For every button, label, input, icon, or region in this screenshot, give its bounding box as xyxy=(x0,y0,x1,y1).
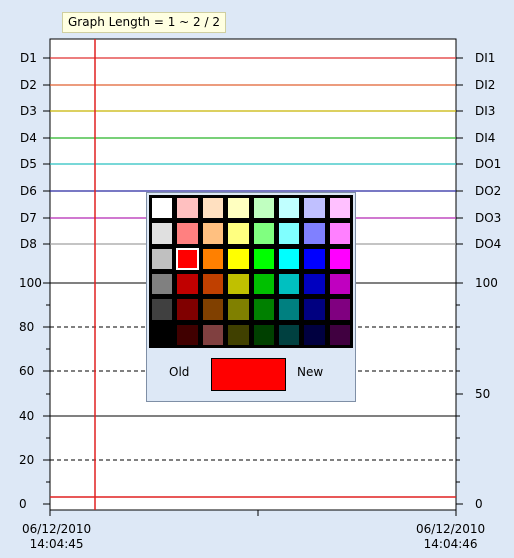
color-palette-popup[interactable]: Old New xyxy=(146,192,356,402)
color-swatch[interactable] xyxy=(278,197,300,219)
right-axis-label-0: 0 xyxy=(475,497,483,511)
color-swatch[interactable] xyxy=(202,324,224,346)
left-digital-label-d4: D4 xyxy=(20,131,37,145)
color-swatch[interactable] xyxy=(227,273,249,295)
color-swatch[interactable] xyxy=(303,273,325,295)
color-preview xyxy=(211,358,286,391)
color-swatch[interactable] xyxy=(329,222,351,244)
color-swatch-grid[interactable] xyxy=(149,195,353,348)
color-swatch[interactable] xyxy=(329,197,351,219)
color-swatch[interactable] xyxy=(151,298,173,320)
x-label-end-date: 06/12/2010 xyxy=(416,522,485,537)
color-swatch[interactable] xyxy=(253,298,275,320)
color-swatch[interactable] xyxy=(176,273,198,295)
color-swatch[interactable] xyxy=(227,197,249,219)
x-label-end-time: 14:04:46 xyxy=(416,537,485,552)
color-swatch[interactable] xyxy=(329,273,351,295)
color-swatch[interactable] xyxy=(303,324,325,346)
color-swatch[interactable] xyxy=(151,197,173,219)
left-digital-label-d1: D1 xyxy=(20,51,37,65)
color-swatch[interactable] xyxy=(303,222,325,244)
color-swatch[interactable] xyxy=(303,248,325,270)
color-swatch[interactable] xyxy=(329,248,351,270)
color-swatch[interactable] xyxy=(176,222,198,244)
right-digital-label-do3: DO3 xyxy=(475,211,501,225)
color-swatch[interactable] xyxy=(202,197,224,219)
color-swatch[interactable] xyxy=(202,298,224,320)
color-swatch[interactable] xyxy=(303,197,325,219)
right-digital-label-di4: DI4 xyxy=(475,131,495,145)
color-swatch[interactable] xyxy=(202,222,224,244)
right-digital-label-di1: DI1 xyxy=(475,51,495,65)
color-swatch[interactable] xyxy=(227,298,249,320)
color-swatch[interactable] xyxy=(253,248,275,270)
right-digital-label-do4: DO4 xyxy=(475,237,501,251)
color-swatch[interactable] xyxy=(253,324,275,346)
left-digital-label-d6: D6 xyxy=(20,184,37,198)
color-swatch[interactable] xyxy=(176,298,198,320)
x-label-start: 06/12/2010 14:04:45 xyxy=(22,522,91,552)
color-swatch[interactable] xyxy=(227,222,249,244)
color-swatch[interactable] xyxy=(151,248,173,270)
graph-length-label: Graph Length = 1 ~ 2 / 2 xyxy=(62,12,226,33)
x-label-start-time: 14:04:45 xyxy=(22,537,91,552)
left-digital-label-d3: D3 xyxy=(20,104,37,118)
color-swatch[interactable] xyxy=(278,298,300,320)
color-swatch[interactable] xyxy=(151,324,173,346)
color-swatch[interactable] xyxy=(227,324,249,346)
left-digital-label-d2: D2 xyxy=(20,78,37,92)
color-swatch[interactable] xyxy=(202,248,224,270)
left-axis-label-40: 40 xyxy=(19,409,34,423)
color-swatch[interactable] xyxy=(176,248,198,270)
x-label-end: 06/12/2010 14:04:46 xyxy=(416,522,485,552)
new-color-label: New xyxy=(297,365,323,379)
color-swatch[interactable] xyxy=(202,273,224,295)
left-axis-label-80: 80 xyxy=(19,320,34,334)
color-swatch[interactable] xyxy=(253,273,275,295)
left-digital-label-d5: D5 xyxy=(20,157,37,171)
left-axis-label-0: 0 xyxy=(19,497,27,511)
color-swatch[interactable] xyxy=(151,222,173,244)
right-digital-label-di3: DI3 xyxy=(475,104,495,118)
color-swatch[interactable] xyxy=(253,222,275,244)
right-digital-label-do2: DO2 xyxy=(475,184,501,198)
color-swatch[interactable] xyxy=(176,324,198,346)
color-swatch[interactable] xyxy=(278,222,300,244)
color-swatch[interactable] xyxy=(303,298,325,320)
right-digital-label-do1: DO1 xyxy=(475,157,501,171)
color-swatch[interactable] xyxy=(176,197,198,219)
color-swatch[interactable] xyxy=(278,248,300,270)
left-axis-label-20: 20 xyxy=(19,453,34,467)
right-axis-label-100: 100 xyxy=(475,276,498,290)
color-swatch[interactable] xyxy=(227,248,249,270)
left-digital-label-d7: D7 xyxy=(20,211,37,225)
color-swatch[interactable] xyxy=(329,324,351,346)
color-swatch[interactable] xyxy=(329,298,351,320)
left-digital-label-d8: D8 xyxy=(20,237,37,251)
right-axis-label-50: 50 xyxy=(475,387,490,401)
color-swatch[interactable] xyxy=(253,197,275,219)
color-swatch[interactable] xyxy=(151,273,173,295)
color-swatch[interactable] xyxy=(278,273,300,295)
left-axis-label-100: 100 xyxy=(19,276,42,290)
left-axis-label-60: 60 xyxy=(19,364,34,378)
color-swatch[interactable] xyxy=(278,324,300,346)
old-color-label: Old xyxy=(169,365,189,379)
x-label-start-date: 06/12/2010 xyxy=(22,522,91,537)
right-digital-label-di2: DI2 xyxy=(475,78,495,92)
